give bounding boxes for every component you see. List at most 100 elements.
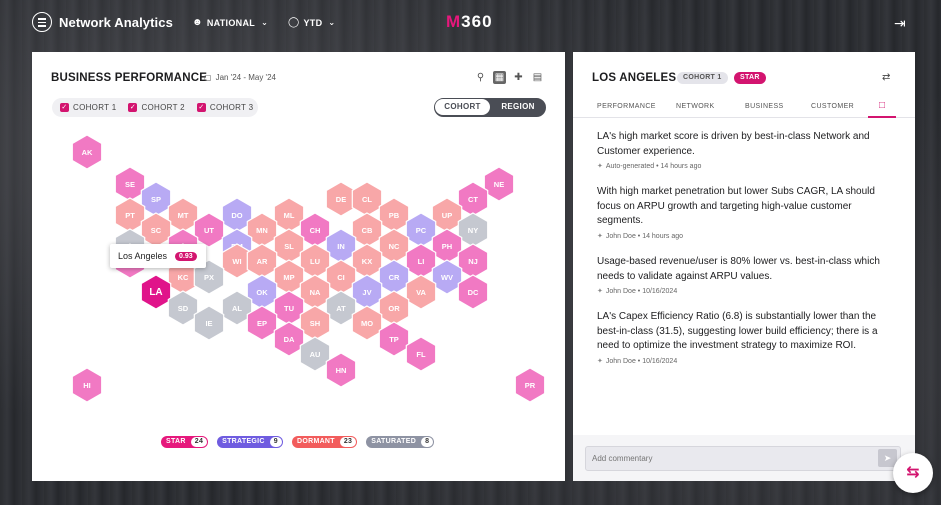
logout-icon[interactable]: ⇥	[894, 15, 906, 31]
legend-star[interactable]: STAR 24	[161, 436, 209, 448]
hex-tile-da[interactable]: DA	[273, 321, 305, 357]
hex-tile-se[interactable]: SE	[114, 166, 146, 202]
hex-tile-au[interactable]: AU	[299, 336, 331, 372]
hex-tile-sd[interactable]: SD	[167, 290, 199, 326]
tab-network[interactable]: NETWORK	[676, 103, 715, 110]
hex-tile-ie[interactable]: IE	[193, 305, 225, 341]
period-filter[interactable]: ◯ YTD ⌄	[288, 17, 335, 28]
hex-tile-hi[interactable]: HI	[71, 367, 103, 403]
hex-tile-cb[interactable]: CB	[351, 212, 383, 248]
search-icon[interactable]: ⚲	[476, 72, 485, 83]
hex-tile-in[interactable]: IN	[325, 228, 357, 264]
hex-label: DC	[468, 288, 479, 297]
check-icon: ✓	[128, 103, 138, 112]
hex-tile-ch[interactable]: CH	[299, 212, 331, 248]
hex-label: AT	[336, 304, 346, 313]
hex-tile-wv[interactable]: WV	[431, 259, 463, 295]
hex-label: CB	[362, 226, 373, 235]
hex-label: KC	[178, 273, 189, 282]
tab-customer[interactable]: CUSTOMER	[811, 103, 855, 110]
entry-text: With high market penetration but lower S…	[597, 186, 875, 227]
hex-tile-jv[interactable]: JV	[351, 274, 383, 310]
hex-tile-sp[interactable]: SP	[140, 181, 172, 217]
map-view-icon[interactable]: ▦	[493, 71, 506, 84]
hex-tile-nc[interactable]: NC	[378, 228, 410, 264]
hex-tile-kx[interactable]: KX	[351, 243, 383, 279]
toggle-cohort[interactable]: COHORT	[435, 99, 490, 115]
hex-tile-tp[interactable]: TP	[378, 321, 410, 357]
hex-tile-tu[interactable]: TU	[273, 290, 305, 326]
list-item: LA's high market score is driven by best…	[597, 130, 893, 170]
hex-tile-pc[interactable]: PC	[405, 212, 437, 248]
hex-tile-cl[interactable]: CL	[351, 181, 383, 217]
hex-tile-na[interactable]: NA	[299, 274, 331, 310]
toggle-region[interactable]: REGION	[501, 102, 535, 111]
hex-tile-cr[interactable]: CR	[378, 259, 410, 295]
expand-icon[interactable]: ⇄	[882, 72, 891, 83]
hex-tile-al[interactable]: AL	[221, 290, 253, 326]
cohort-2-checkbox[interactable]: ✓ COHORT 2	[128, 103, 185, 112]
tab-performance[interactable]: PERFORMANCE	[597, 103, 656, 110]
legend-strategic[interactable]: STRATEGIC 9	[217, 436, 283, 448]
hex-tile-sl[interactable]: SL	[273, 228, 305, 264]
hex-tile-sc[interactable]: SC	[140, 212, 172, 248]
hex-tile-li[interactable]: LI	[405, 243, 437, 279]
hex-tile-mp[interactable]: MP	[273, 259, 305, 295]
tab-commentary[interactable]: □	[868, 98, 896, 118]
hex-label: SE	[125, 180, 135, 189]
hex-tile-mo[interactable]: MO	[351, 305, 383, 341]
hex-label: CR	[389, 273, 400, 282]
market-title: LOS ANGELES	[592, 72, 677, 84]
hex-tile-nj[interactable]: NJ	[457, 243, 489, 279]
market-detail-panel: LOS ANGELES COHORT 1 STAR ⇄ PERFORMANCE …	[573, 52, 915, 481]
crosshair-icon[interactable]: ✚	[514, 72, 523, 83]
legend-dormant[interactable]: DORMANT 23	[291, 436, 358, 448]
hex-tile-va[interactable]: VA	[405, 274, 437, 310]
hex-tile-ml[interactable]: ML	[273, 197, 305, 233]
hex-tile-or[interactable]: OR	[378, 290, 410, 326]
commentary-feed[interactable]: LA's high market score is driven by best…	[597, 130, 893, 438]
hex-tile-pt[interactable]: PT	[114, 197, 146, 233]
hex-label: CT	[468, 195, 478, 204]
hamburger-menu-icon[interactable]	[32, 12, 52, 32]
tab-business[interactable]: BUSINESS	[745, 103, 784, 110]
calendar-icon: ◯	[288, 17, 300, 28]
hex-tile-dc[interactable]: DC	[457, 274, 489, 310]
hex-label: MT	[178, 211, 189, 220]
commentary-input[interactable]	[585, 446, 901, 471]
cohort-1-checkbox[interactable]: ✓ COHORT 1	[60, 103, 116, 112]
hex-tile-mt[interactable]: MT	[167, 197, 199, 233]
hex-tile-de[interactable]: DE	[325, 181, 357, 217]
send-icon[interactable]: ➤	[878, 449, 897, 467]
hex-tile-at[interactable]: AT	[325, 290, 357, 326]
cohort-3-checkbox[interactable]: ✓ COHORT 3	[196, 103, 253, 112]
hex-tile-pr[interactable]: PR	[514, 367, 546, 403]
hex-tile-ny[interactable]: NY	[457, 212, 489, 248]
business-performance-panel: BUSINESS PERFORMANCE ▢ Jan '24 - May '24…	[32, 52, 565, 481]
hex-tile-pb[interactable]: PB	[378, 197, 410, 233]
date-range-label: Jan '24 - May '24	[215, 73, 276, 82]
hex-tile-la[interactable]: LA	[140, 274, 172, 310]
hex-tile-px[interactable]: PX	[193, 259, 225, 295]
swap-fab-icon[interactable]: ⇆	[893, 453, 933, 493]
hex-tile-up[interactable]: UP	[431, 197, 463, 233]
hex-label: TP	[389, 335, 399, 344]
cohort-2-label: COHORT 2	[141, 103, 185, 112]
cohort-region-toggle[interactable]: COHORT REGION	[434, 98, 546, 117]
hex-label: OR	[388, 304, 400, 313]
hex-tile-ct[interactable]: CT	[457, 181, 489, 217]
hex-tile-ci[interactable]: CI	[325, 259, 357, 295]
magic-wand-icon: ✦	[597, 288, 603, 296]
table-view-icon[interactable]: ▤	[532, 72, 543, 83]
hex-tile-ne[interactable]: NE	[483, 166, 515, 202]
hex-tile-ut[interactable]: UT	[193, 212, 225, 248]
hex-tile-ep[interactable]: EP	[246, 305, 278, 341]
hex-tile-sh[interactable]: SH	[299, 305, 331, 341]
hex-tile-ak[interactable]: AK	[71, 134, 103, 170]
legend-saturated[interactable]: SATURATED 8	[366, 436, 435, 448]
hex-tile-hn[interactable]: HN	[325, 352, 357, 388]
region-filter[interactable]: ☻ NATIONAL ⌄	[192, 17, 268, 28]
hex-tile-lu[interactable]: LU	[299, 243, 331, 279]
hex-tile-fl[interactable]: FL	[405, 336, 437, 372]
hex-tile-ph[interactable]: PH	[431, 228, 463, 264]
